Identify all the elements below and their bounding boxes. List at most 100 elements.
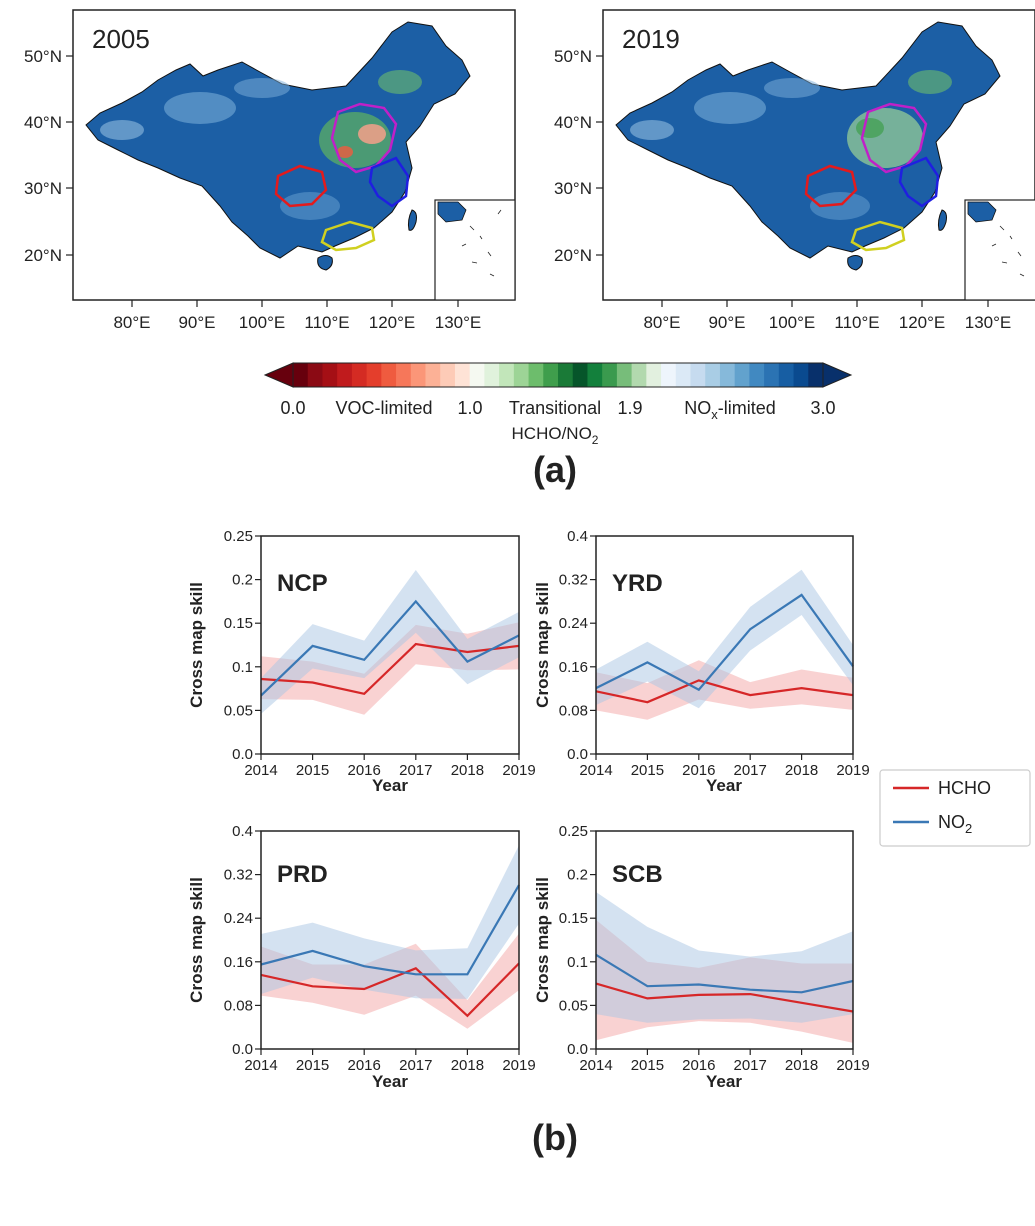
y-tick-label: 0.4 [232,823,253,840]
china-ratio-map [85,21,515,300]
y-tick-label: 0.08 [559,702,588,719]
map-x-tick-label: 80°E [113,313,150,332]
x-axis-label: Year [372,1072,408,1091]
x-tick-label: 2018 [785,1057,818,1074]
subplot-prd: 0.0 0.08 0.16 0.24 0.32 0.4 2014 2015 2016 2017 20… [187,823,536,1091]
series-line-no2 [595,593,854,692]
colorbar-cell [778,363,795,387]
transitional-zone [908,70,952,94]
map-x-tick-label: 90°E [178,313,215,332]
x-tick-label: 2016 [348,762,381,779]
colorbar-cell [293,363,309,387]
x-tick-label: 2017 [734,762,767,779]
x-tick-label: 2019 [836,1057,869,1074]
colorbar-cell [616,363,633,387]
y-tick-label: 0.05 [559,997,588,1014]
colorbar-tick-2: 1.9 [617,398,642,418]
y-tick-label: 0.05 [224,702,253,719]
region-label-yrd: YRD [612,570,663,597]
light-speckle [280,192,340,220]
colorbar-cell [469,363,485,387]
region-outline-scb [804,164,858,208]
plot-area-prd: 0.0 0.08 0.16 0.24 0.32 0.4 2014 2015 2016 2017 20… [224,823,536,1074]
map-panel-2005: 2005 [72,9,516,301]
x-tick-label: 2016 [682,1057,715,1074]
colorbar-tick-1: 1.0 [457,398,482,418]
series-line-no2 [260,599,520,697]
map-x-tick-label: 100°E [239,313,286,332]
plot-area-ncp: 0.0 0.05 0.1 0.15 0.2 0.25 2014 2015 2016 2017 201… [224,528,536,779]
x-tick-label: 2015 [631,1057,664,1074]
transitional-zone [378,70,422,94]
x-tick-label: 2016 [682,762,715,779]
map-x-tick-label: 120°E [369,313,416,332]
x-tick-label: 2016 [348,1057,381,1074]
inset-islands [461,209,502,277]
colorbar-cell [749,363,765,387]
colorbar-cell [337,363,353,387]
map-title-2005: 2005 [92,24,150,54]
colorbar-cell [499,363,515,387]
region-outline-scb [274,164,328,208]
x-tick-label: 2019 [502,762,535,779]
axes-frame [595,535,854,755]
subplot-ncp: 0.0 0.05 0.1 0.15 0.2 0.25 2014 2015 2016 2017 201… [187,528,536,795]
taiwan-island [937,209,947,231]
region-label-prd: PRD [277,861,328,888]
taiwan-island [407,209,417,231]
subplot-scb: 0.0 0.05 0.1 0.15 0.2 0.25 2014 2015 2016 2017 201… [533,823,870,1091]
confidence-band-no2 [261,845,519,999]
series-line-hcho [260,962,520,1018]
y-tick-label: 0.08 [224,997,253,1014]
region-outline-yrd [898,156,940,208]
colorbar-cell [322,363,338,387]
y-tick-label: 0.4 [567,528,588,545]
plot-area-yrd: 0.0 0.08 0.16 0.24 0.32 0.4 2014 2015 2016 2017 20… [559,528,870,779]
china-shape [85,21,471,259]
colorbar-cell [631,363,647,387]
legend-label-hcho: HCHO [938,778,991,798]
x-tick-label: 2014 [244,762,277,779]
y-tick-label: 0.32 [559,572,588,589]
colorbar-cell [528,363,544,387]
map-axes-left: 50°N 40°N 30°N 20°N 80°E 90°E 100°E 110°… [24,47,481,332]
colorbar-cell [366,363,382,387]
x-tick-label: 2019 [836,762,869,779]
colorbar-cell [454,363,471,387]
light-speckle [694,92,766,124]
confidence-band-hcho [596,660,853,720]
inset-coastline [437,201,467,223]
axes-frame [260,535,520,755]
x-tick-label: 2018 [451,1057,484,1074]
map-axes-right: 50°N 40°N 30°N 20°N 80°E 90°E 100°E 110°… [554,47,1011,332]
transitional-zone [856,118,884,138]
x-axis-label: Year [372,776,408,795]
china-ratio-map [615,21,1035,300]
y-tick-label: 0.0 [232,746,253,763]
x-tick-label: 2014 [579,762,612,779]
inset-coastline [967,201,997,223]
map-y-tick-label: 30°N [24,179,62,198]
map-y-tick-label: 40°N [24,113,62,132]
map-x-tick-label: 130°E [435,313,482,332]
colorbar-cell [587,363,603,387]
region-label-scb: SCB [612,861,663,888]
y-tick-label: 0.25 [224,528,253,545]
colorbar: 0.0 VOC-limited 1.0 Transitional 1.9 NOx… [263,362,853,447]
map-y-tick-label: 20°N [24,246,62,265]
colorbar-label: HCHO/NO2 [512,424,599,447]
y-tick-label: 0.1 [567,954,588,971]
colorbar-cell [808,363,824,387]
transitional-label: Transitional [509,398,601,418]
colorbar-tick-0: 0.0 [280,398,305,418]
y-tick-label: 0.2 [567,867,588,884]
map-x-tick-label: 110°E [834,313,879,332]
map-y-tick-label: 50°N [24,47,62,66]
axes-frame [595,830,854,1050]
colorbar-cell [351,363,368,387]
colorbar-cell [646,363,662,387]
colorbar-cell [764,363,780,387]
y-tick-label: 0.0 [232,1041,253,1058]
region-outline-ncp [860,102,928,174]
x-tick-label: 2017 [734,1057,767,1074]
